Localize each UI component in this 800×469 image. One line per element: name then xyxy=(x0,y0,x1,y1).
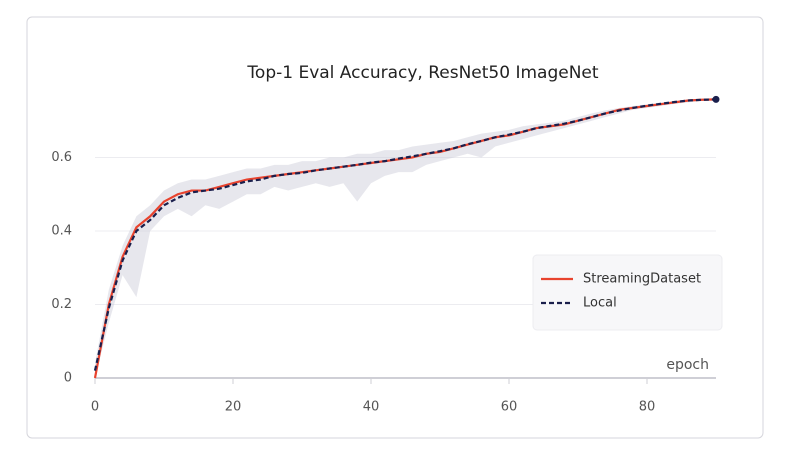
end-point xyxy=(712,95,720,103)
card xyxy=(26,16,764,439)
y-tick-label: 0 xyxy=(64,371,72,386)
series-line xyxy=(93,98,717,371)
y-tick-label: 0.2 xyxy=(51,297,72,312)
legend-label: Local xyxy=(583,296,617,311)
x-axis-label: epoch xyxy=(666,357,709,373)
y-tick-label: 0.6 xyxy=(51,150,72,165)
chart-title: Top-1 Eval Accuracy, ResNet50 ImageNet xyxy=(246,63,598,83)
x-tick-label: 60 xyxy=(501,400,518,415)
x-tick-label: 0 xyxy=(91,400,99,415)
legend-box xyxy=(532,254,723,331)
legend-label: StreamingDataset xyxy=(583,272,701,287)
x-tick-label: 40 xyxy=(363,400,380,415)
y-tick-label: 0.4 xyxy=(51,223,72,238)
range-band xyxy=(95,98,716,378)
x-tick-label: 20 xyxy=(225,400,242,415)
x-tick-label: 80 xyxy=(639,400,656,415)
